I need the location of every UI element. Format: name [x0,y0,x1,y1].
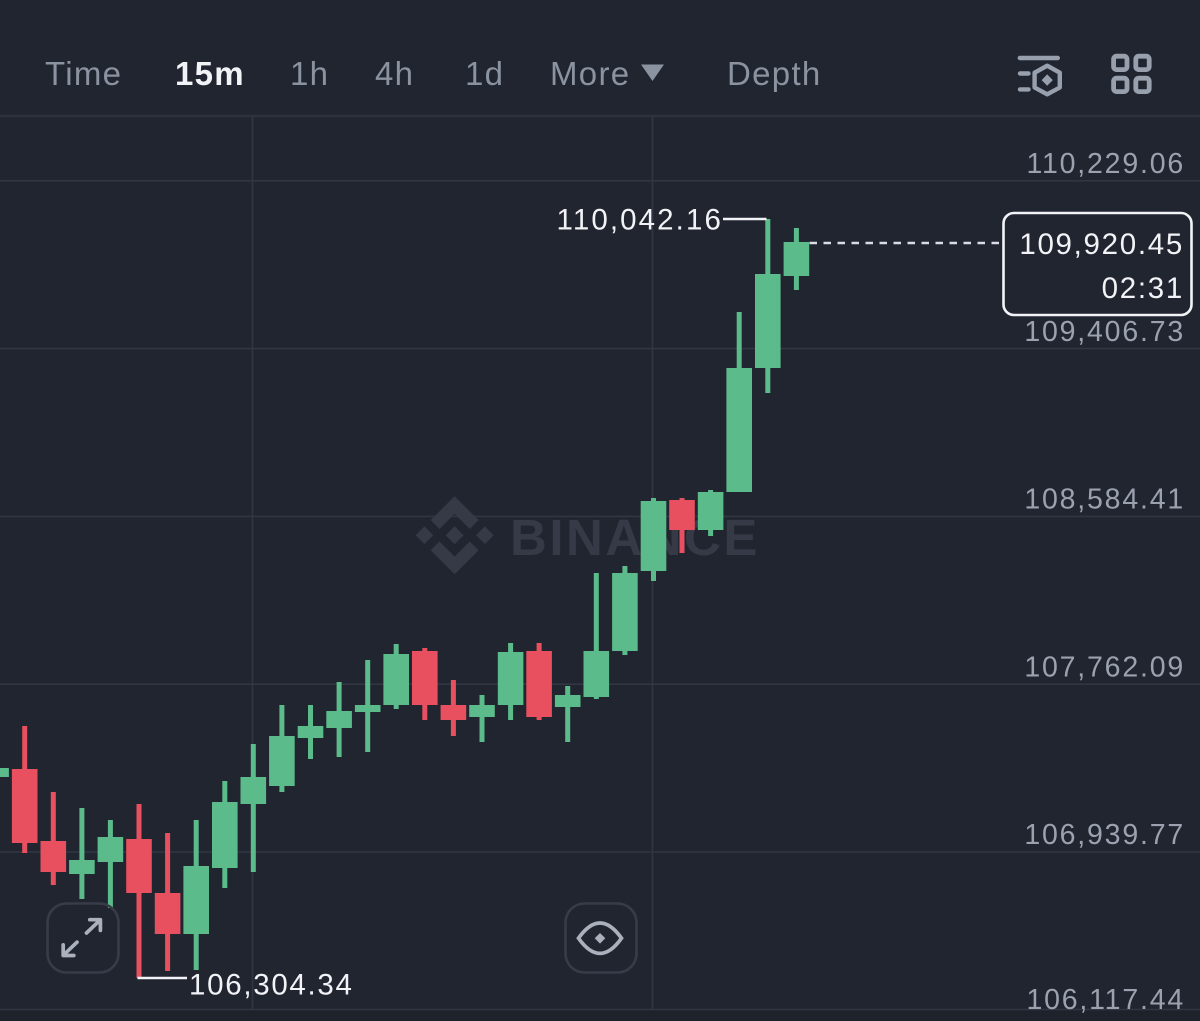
svg-text:1h: 1h [290,55,329,92]
svg-text:106,939.77: 106,939.77 [1024,819,1185,851]
svg-text:109,920.45: 109,920.45 [1019,228,1184,261]
svg-text:02:31: 02:31 [1102,272,1184,305]
svg-text:Time: Time [45,55,122,92]
svg-text:1d: 1d [465,55,504,92]
svg-text:More: More [550,55,630,92]
svg-text:Depth: Depth [727,55,822,92]
svg-text:106,117.44: 106,117.44 [1026,984,1185,1016]
svg-text:110,229.06: 110,229.06 [1026,148,1185,180]
svg-text:15m: 15m [175,55,245,92]
svg-text:109,406.73: 109,406.73 [1024,316,1185,348]
svg-text:4h: 4h [375,55,414,92]
svg-text:106,304.34: 106,304.34 [189,969,354,1002]
svg-text:107,762.09: 107,762.09 [1024,651,1185,683]
svg-text:110,042.16: 110,042.16 [557,204,723,237]
svg-text:108,584.41: 108,584.41 [1024,484,1185,516]
